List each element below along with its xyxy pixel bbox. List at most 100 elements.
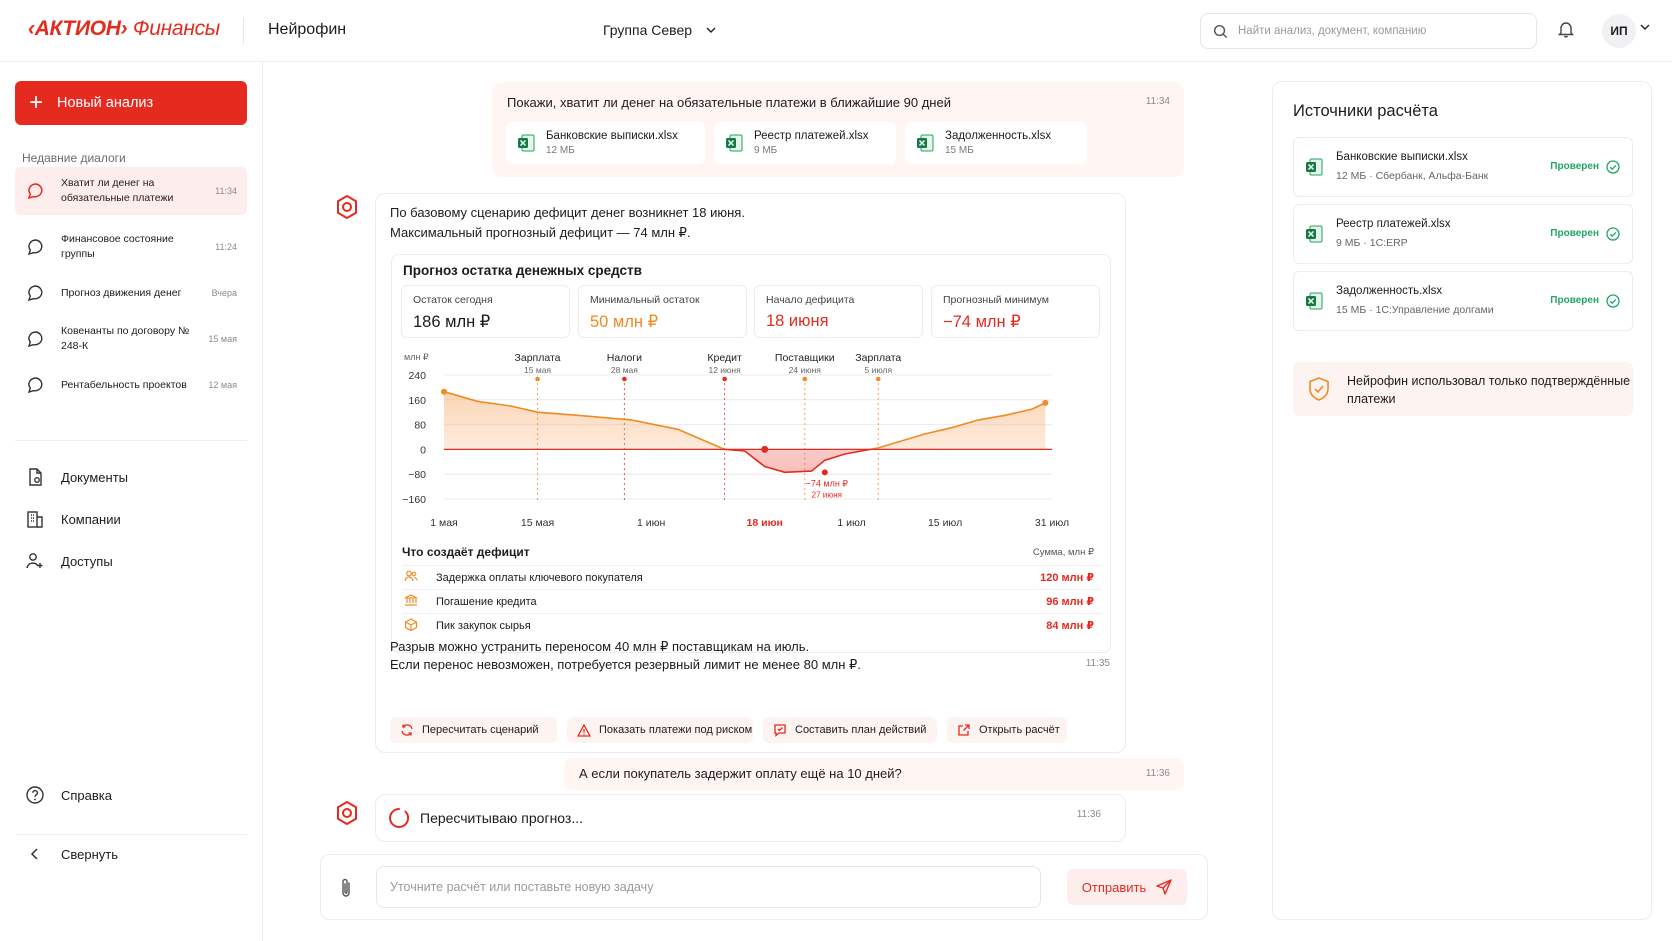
nav-companies[interactable]: Компании — [25, 509, 121, 529]
event-label: Зарплата — [515, 352, 561, 364]
document-icon — [29, 468, 42, 486]
source-item[interactable]: Реестр платежей.xlsx 9 МБ · 1С:ERP Прове… — [1293, 204, 1633, 264]
table-row: Пик закупок сырья 84 млн ₽ — [402, 613, 1102, 637]
source-item[interactable]: Банковские выписки.xlsx 12 МБ · Сбербанк… — [1293, 137, 1633, 197]
users-icon — [404, 570, 418, 582]
logo[interactable]: ‹АКТИОН› Финансы — [28, 17, 220, 41]
send-button[interactable]: Отправить — [1067, 869, 1187, 905]
deficit-unit: Сумма, млн ₽ — [1032, 547, 1094, 558]
nav-access[interactable]: Доступы — [25, 551, 113, 571]
paperclip-icon[interactable] — [339, 877, 353, 899]
sidebar: + Новый анализ Недавние диалоги Хватит л… — [0, 62, 263, 941]
x-tick-label: 1 июл — [837, 517, 865, 529]
plus-icon: + — [29, 89, 44, 116]
external-link-icon — [958, 724, 970, 736]
chat-bubble-icon — [27, 239, 43, 256]
y-tick-label: 0 — [420, 444, 426, 456]
sidebar-divider — [15, 440, 247, 441]
assistant-answer: По базовому сценарию дефицит денег возни… — [375, 193, 1126, 753]
action-plan-button[interactable]: Составить план действий — [763, 717, 937, 743]
event-marker — [802, 376, 808, 382]
file-size: 15 МБ — [945, 144, 974, 156]
action-label: Пересчитать сценарий — [422, 724, 539, 736]
file-size: 9 МБ — [754, 144, 778, 156]
avatar[interactable]: ИП — [1602, 14, 1636, 48]
source-item[interactable]: Задолженность.xlsx 15 МБ · 1С:Управление… — [1293, 271, 1633, 331]
forecast-chart: млн ₽ 240 160 80 0 −80 −160 1 мая 15 мая 1 июн 18 … — [402, 352, 1069, 529]
bell-icon[interactable] — [1558, 20, 1574, 38]
attached-file[interactable]: Задолженность.xlsx 15 МБ — [905, 122, 1087, 164]
composer-input[interactable] — [376, 866, 1041, 908]
event-marker — [722, 376, 727, 382]
recent-item[interactable]: Прогноз движения денег Вчера — [15, 269, 247, 317]
y-tick-label: 240 — [408, 370, 426, 382]
kpi-label: Минимальный остаток — [590, 294, 700, 306]
attached-file[interactable]: Банковские выписки.xlsx 12 МБ — [506, 122, 705, 164]
app-name: Нейрофин — [268, 21, 347, 38]
deficit-title: Что создаёт дефицит — [402, 545, 530, 559]
table-row: Задержка оплаты ключевого покупателя 120… — [402, 565, 1102, 589]
building-icon — [27, 511, 43, 528]
y-tick-label: 80 — [414, 420, 426, 432]
x-tick-label: 15 мая — [521, 517, 554, 529]
risk-payments-button[interactable]: Показать платежи под риском — [567, 717, 753, 743]
user-plus-icon — [26, 553, 43, 569]
deficit-row-label: Погашение кредита — [436, 595, 537, 608]
forecast-title: Прогноз остатка денежных средств — [403, 263, 642, 278]
user-message: Покажи, хватит ли денег на обязательные … — [492, 82, 1184, 177]
positive-area — [444, 391, 1046, 450]
recent-item[interactable]: Ковенанты по договору № 248-К 15 мая — [15, 315, 247, 363]
attached-file[interactable]: Реестр платежей.xlsx 9 МБ — [714, 122, 896, 164]
group-selector[interactable]: Группа Север — [603, 22, 716, 38]
min-point — [821, 469, 828, 476]
nav-help[interactable]: Справка — [25, 785, 112, 805]
y-axis-unit: млн ₽ — [404, 352, 429, 362]
x-tick-label: 18 июн — [747, 517, 783, 529]
action-label: Открыть расчёт — [979, 724, 1060, 736]
header-divider — [243, 18, 244, 44]
excel-file-icon — [726, 134, 743, 152]
nav-documents[interactable]: Документы — [25, 467, 128, 487]
recent-item-time: 11:24 — [215, 242, 237, 252]
series-line-positive — [443, 390, 1046, 450]
file-name: Реестр платежей.xlsx — [754, 129, 869, 142]
kpi-value: 186 млн ₽ — [413, 313, 491, 331]
search-box[interactable] — [1200, 13, 1537, 49]
chat-check-icon — [774, 724, 786, 737]
bank-icon — [404, 594, 418, 606]
kpi-card: Прогнозный минимум −74 млн ₽ — [931, 285, 1100, 338]
deficit-row-label: Пик закупок сырья — [436, 619, 531, 632]
answer-text: Максимальный прогнозный дефицит — 74 млн… — [390, 225, 691, 240]
excel-file-icon — [1306, 292, 1323, 310]
recent-item[interactable]: Хватит ли денег на обязательные платежи … — [15, 167, 247, 215]
chevron-down-icon[interactable] — [1640, 24, 1650, 30]
event-date: 5 июля — [864, 365, 892, 375]
recent-item[interactable]: Финансовое состояние группы 11:24 — [15, 223, 247, 271]
nav-help-label: Справка — [61, 787, 112, 803]
min-date-label: 27 июня — [812, 490, 842, 499]
new-analysis-button[interactable]: + Новый анализ — [15, 81, 247, 125]
group-selector-label: Группа Север — [603, 22, 693, 38]
recalc-scenario-button[interactable]: Пересчитать сценарий — [390, 717, 557, 743]
event-date: 12 июня — [708, 365, 741, 375]
deficit-start-point — [761, 445, 769, 453]
check-circle-icon — [1606, 160, 1620, 174]
shield-check-icon — [1309, 377, 1329, 401]
recent-item-title: Хватит ли денег на обязательные платежи — [61, 177, 174, 204]
recent-item[interactable]: Рентабельность проектов 12 мая — [15, 361, 247, 409]
status-text: Пересчитываю прогноз... — [420, 810, 584, 826]
collapse-button[interactable]: Свернуть — [25, 844, 118, 864]
action-label: Составить план действий — [795, 724, 927, 736]
box-icon — [404, 617, 418, 631]
message-time: 11:36 — [1076, 809, 1101, 820]
search-input[interactable] — [1238, 25, 1518, 37]
kpi-card: Остаток сегодня 186 млн ₽ — [401, 285, 570, 338]
kpi-label: Прогнозный минимум — [943, 294, 1049, 306]
open-calc-button[interactable]: Открыть расчёт — [947, 717, 1067, 743]
recent-item-title: Финансовое состояние группы — [61, 233, 174, 260]
deficit-row-amount: 120 млн ₽ — [1040, 572, 1094, 584]
check-circle-icon — [1606, 227, 1620, 241]
source-meta: 9 МБ · 1С:ERP — [1336, 237, 1408, 249]
message-time: 11:35 — [1085, 658, 1110, 669]
sidebar-divider — [15, 834, 247, 835]
